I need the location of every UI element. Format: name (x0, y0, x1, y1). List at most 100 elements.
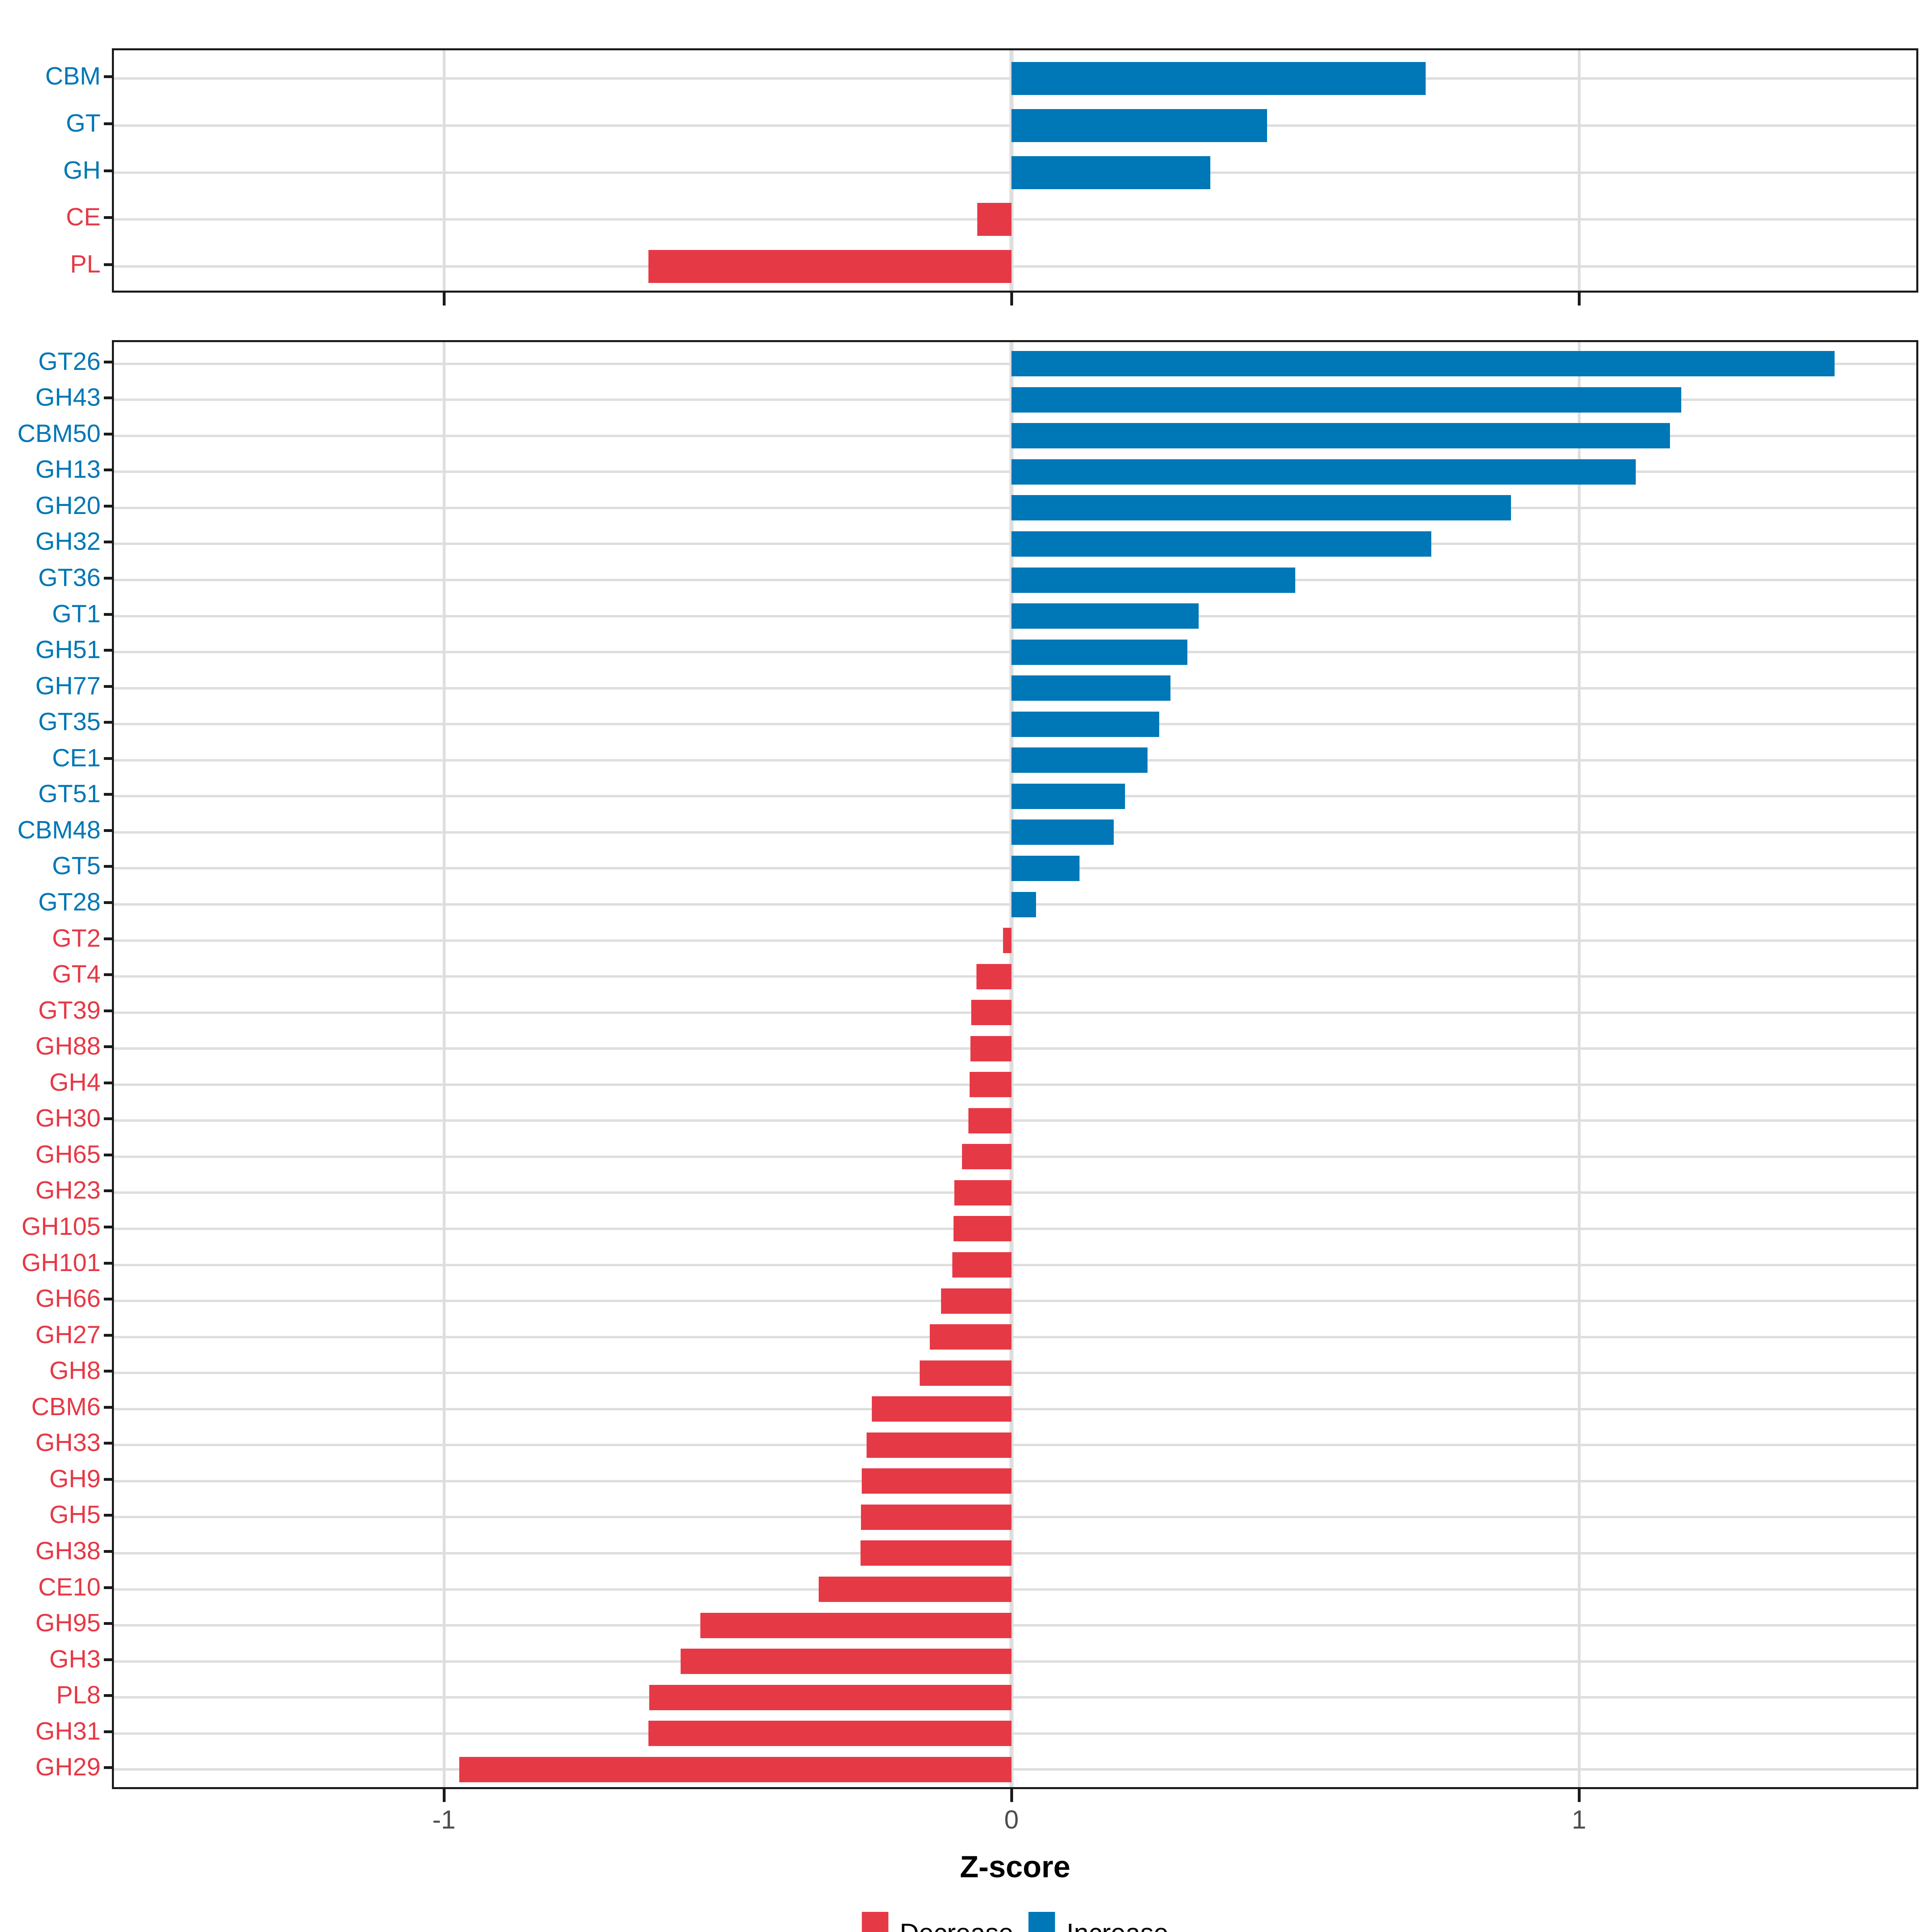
y-tick (104, 649, 112, 652)
y-tick (104, 1406, 112, 1409)
row-label-GH5: GH5 (49, 1501, 101, 1529)
y-tick (104, 1730, 112, 1733)
x-tick (1010, 293, 1013, 305)
row-label-CBM6: CBM6 (31, 1393, 101, 1421)
decrease-swatch-icon (862, 1912, 889, 1932)
y-tick (104, 937, 112, 940)
bar-GH88 (970, 1036, 1011, 1061)
y-tick (104, 122, 112, 125)
row-label-GH33: GH33 (35, 1429, 101, 1457)
bar-PL (648, 250, 1011, 283)
row-label-CBM50: CBM50 (17, 419, 101, 448)
y-tick (104, 360, 112, 363)
row-label-CE: CE (66, 203, 101, 231)
bar-GH33 (867, 1432, 1011, 1458)
row-label-GH88: GH88 (35, 1032, 101, 1061)
bar-GT36 (1011, 567, 1295, 593)
y-tick (104, 263, 112, 266)
bar-GH51 (1011, 639, 1188, 665)
y-tick (104, 901, 112, 904)
row-label-GH101: GH101 (21, 1249, 101, 1277)
bar-CBM6 (872, 1396, 1011, 1422)
bar-GH13 (1011, 459, 1636, 485)
y-tick (104, 613, 112, 616)
x-tick-label-0: 0 (1004, 1805, 1019, 1834)
y-gridline (114, 1408, 1916, 1410)
bar-GT28 (1011, 892, 1036, 917)
y-tick (104, 1766, 112, 1769)
row-label-GH38: GH38 (35, 1537, 101, 1565)
bar-GH32 (1011, 531, 1432, 557)
y-tick (104, 1189, 112, 1193)
x-gridline (1577, 342, 1581, 1787)
y-gridline (114, 1191, 1916, 1194)
bar-CBM48 (1011, 819, 1114, 845)
cazyme-class-panel (112, 48, 1918, 293)
row-label-GH66: GH66 (35, 1285, 101, 1313)
row-label-GH27: GH27 (35, 1321, 101, 1349)
y-tick (104, 1298, 112, 1301)
row-label-GT2: GT2 (52, 924, 101, 952)
y-gridline (114, 265, 1916, 268)
bar-GT5 (1011, 855, 1080, 881)
x-gridline (1009, 342, 1013, 1787)
row-label-GH65: GH65 (35, 1140, 101, 1168)
y-tick (104, 1622, 112, 1625)
row-label-GH: GH (63, 156, 101, 184)
y-gridline (114, 1588, 1916, 1591)
x-gridline (1577, 50, 1581, 291)
row-label-GT4: GT4 (52, 960, 101, 989)
y-gridline (114, 1480, 1916, 1482)
y-tick (104, 757, 112, 760)
y-gridline (114, 975, 1916, 978)
row-label-GH95: GH95 (35, 1609, 101, 1637)
bar-CE1 (1011, 747, 1148, 773)
bar-GH29 (459, 1757, 1011, 1782)
y-tick (104, 1009, 112, 1012)
y-tick (104, 829, 112, 832)
row-label-PL: PL (70, 250, 101, 278)
bar-GT35 (1011, 711, 1159, 737)
bar-GH66 (941, 1288, 1011, 1314)
bar-GH101 (952, 1252, 1011, 1278)
x-tick (1578, 293, 1581, 305)
bar-GT51 (1011, 783, 1125, 809)
row-label-GH32: GH32 (35, 528, 101, 556)
y-gridline (114, 1552, 1916, 1554)
bar-GH38 (860, 1540, 1011, 1566)
y-gridline (114, 1047, 1916, 1050)
y-tick (104, 216, 112, 219)
row-label-CBM: CBM (45, 62, 101, 91)
y-tick (104, 721, 112, 724)
bar-GH3 (680, 1649, 1011, 1674)
y-gridline (114, 1516, 1916, 1519)
row-label-GT: GT (66, 109, 101, 137)
y-gridline (114, 1011, 1916, 1014)
bar-GH65 (962, 1144, 1011, 1170)
y-gridline (114, 1227, 1916, 1230)
bar-GT39 (971, 1000, 1011, 1026)
y-gridline (114, 1300, 1916, 1302)
row-label-GH3: GH3 (49, 1645, 101, 1673)
bar-GH8 (919, 1360, 1011, 1386)
y-gridline (114, 1732, 1916, 1735)
bar-PL8 (649, 1684, 1011, 1710)
bar-GH31 (648, 1721, 1011, 1746)
y-tick (104, 1550, 112, 1553)
y-gridline (114, 1155, 1916, 1158)
row-label-GT28: GT28 (38, 888, 101, 916)
row-label-PL8: PL8 (56, 1681, 101, 1709)
bar-GH27 (929, 1324, 1011, 1350)
y-tick (104, 1225, 112, 1228)
y-tick (104, 504, 112, 508)
row-label-CE10: CE10 (38, 1573, 101, 1601)
bar-GH (1011, 156, 1210, 189)
row-label-GH8: GH8 (49, 1357, 101, 1385)
row-label-GT51: GT51 (38, 780, 101, 808)
y-tick (104, 577, 112, 580)
y-tick (104, 685, 112, 688)
y-tick (104, 1514, 112, 1517)
bar-GH43 (1011, 387, 1681, 413)
row-label-GT39: GT39 (38, 996, 101, 1024)
row-label-GT36: GT36 (38, 564, 101, 592)
